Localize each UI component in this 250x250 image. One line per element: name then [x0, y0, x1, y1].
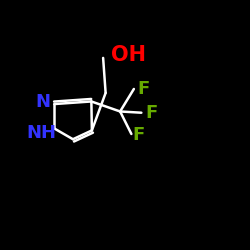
Text: F: F	[132, 126, 145, 144]
Text: N: N	[36, 93, 51, 111]
Text: F: F	[138, 80, 150, 98]
Text: F: F	[145, 104, 157, 122]
Text: OH: OH	[110, 46, 146, 66]
Text: NH: NH	[27, 124, 57, 142]
